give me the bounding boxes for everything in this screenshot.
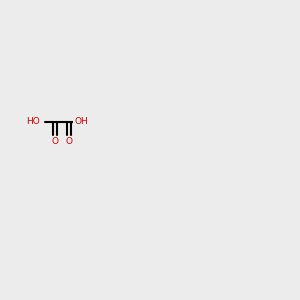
Text: O: O — [65, 137, 73, 146]
Text: HO: HO — [26, 118, 40, 127]
Text: O: O — [52, 137, 58, 146]
Text: OH: OH — [74, 118, 88, 127]
